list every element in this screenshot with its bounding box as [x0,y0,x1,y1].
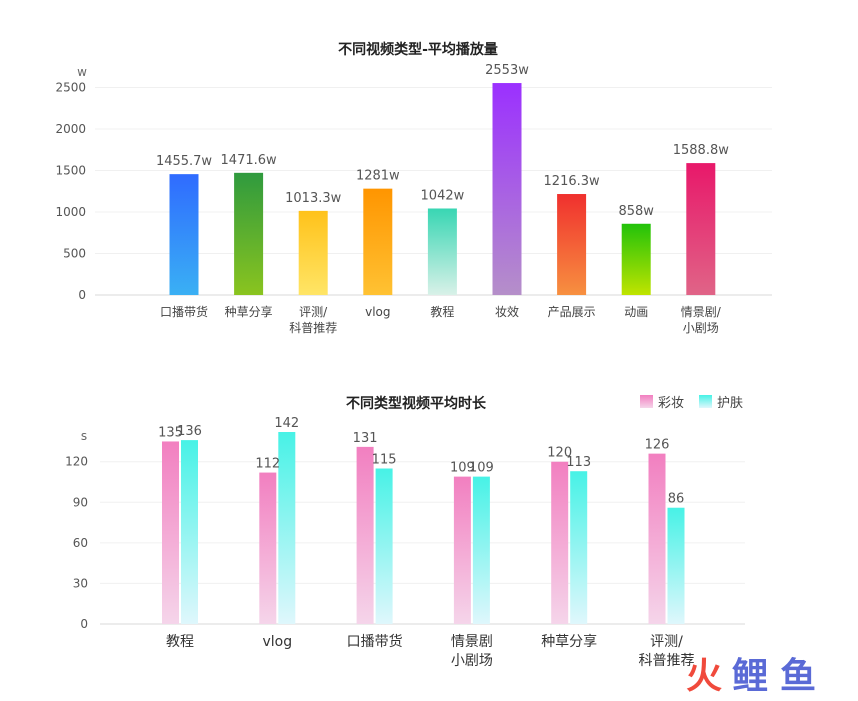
x-tick-label: 情景剧/小剧场 [681,305,722,335]
bar-series-2 [278,432,296,624]
x-tick-label: vlog [262,634,292,650]
legend-swatch [699,395,712,408]
y-tick-label: 60 [73,536,88,550]
y-tick-label: 90 [73,495,88,509]
data-label: 1042w [421,188,465,203]
y-tick-label: 0 [78,288,86,302]
data-label: 2553w [485,63,529,78]
x-tick-label: 口播带货 [347,633,403,650]
chart-average-views: 不同视频类型-平均播放量 w 1455.7w 1471.6w 1013.3w 1281… [55,41,772,335]
y-axis-unit: s [81,429,87,443]
chart-average-duration: 不同类型视频平均时长 s 彩妆 护肤 1351361121421311151091… [65,395,745,669]
bar-series-2 [570,471,588,624]
bar [686,163,716,295]
data-label: 136 [177,424,202,439]
bar-series-1 [259,472,277,624]
data-label: 142 [274,416,299,431]
data-label: 86 [668,492,685,507]
bar-series-2 [667,507,685,624]
bar-series-1 [162,441,179,624]
data-label: 126 [645,438,670,453]
chart-title: 不同类型视频平均时长 [346,395,487,412]
bar [234,172,264,295]
y-tick-label: 2000 [55,122,86,136]
legend-label: 护肤 [717,396,743,411]
data-label: 113 [566,455,591,470]
bar [557,194,587,295]
legend-label: 彩妆 [658,396,684,411]
bar [169,174,199,295]
bar-series-1 [551,461,569,624]
data-label: 1013.3w [285,191,341,206]
data-label: 109 [450,461,475,476]
x-tick-label: 教程 [166,634,194,650]
bar-series-1 [453,476,471,624]
legend: 彩妆 护肤 [640,395,743,411]
data-label: 135 [158,425,183,440]
bar [363,188,393,295]
x-tick-label: 教程 [430,304,454,319]
data-label: 109 [469,461,494,476]
y-axis-unit: w [77,65,87,79]
y-tick-label: 120 [65,455,88,469]
x-tick-label: 评测/科普推荐 [639,634,695,669]
y-tick-label: 30 [73,576,88,590]
bar-series-2 [181,440,198,624]
bar [427,208,457,295]
legend-swatch [640,395,653,408]
data-label: 1471.6w [221,153,277,168]
y-tick-label: 1500 [55,163,86,177]
x-tick-label: 动画 [624,305,648,319]
x-tick-label: 情景剧小剧场 [451,634,493,669]
x-tick-label: 种草分享 [541,633,597,650]
watermark-char: 鱼 [780,656,816,695]
data-label: 858w [618,204,654,219]
x-tick-label: vlog [365,305,390,319]
data-label: 112 [255,457,280,472]
bar [492,83,522,296]
data-label: 115 [372,453,397,468]
watermark-char: 鲤 [732,656,768,695]
bar-series-1 [356,446,374,624]
bar-series-2 [375,468,393,624]
data-label: 1281w [356,169,400,184]
y-tick-label: 1000 [55,205,86,219]
data-label: 131 [353,431,378,446]
data-label: 1455.7w [156,154,212,169]
data-label: 120 [547,446,572,461]
x-tick-label: 妆效 [495,304,519,319]
data-label: 1216.3w [544,174,600,189]
x-tick-label: 产品展示 [548,305,596,319]
bar [298,210,328,295]
x-tick-label: 口播带货 [160,304,208,319]
bar [621,223,651,295]
watermark-char: 火 [686,656,722,695]
y-tick-label: 500 [63,246,86,260]
bar-series-2 [472,476,490,624]
watermark-logo: 火 鲤 鱼 [686,656,816,695]
x-tick-label: 评测/科普推荐 [289,305,337,335]
bar-series-1 [648,453,666,624]
data-label: 1588.8w [673,143,729,158]
chart-title: 不同视频类型-平均播放量 [338,41,498,58]
y-tick-label: 2500 [55,80,86,94]
y-tick-label: 0 [80,617,88,631]
x-tick-label: 种草分享 [225,304,273,319]
